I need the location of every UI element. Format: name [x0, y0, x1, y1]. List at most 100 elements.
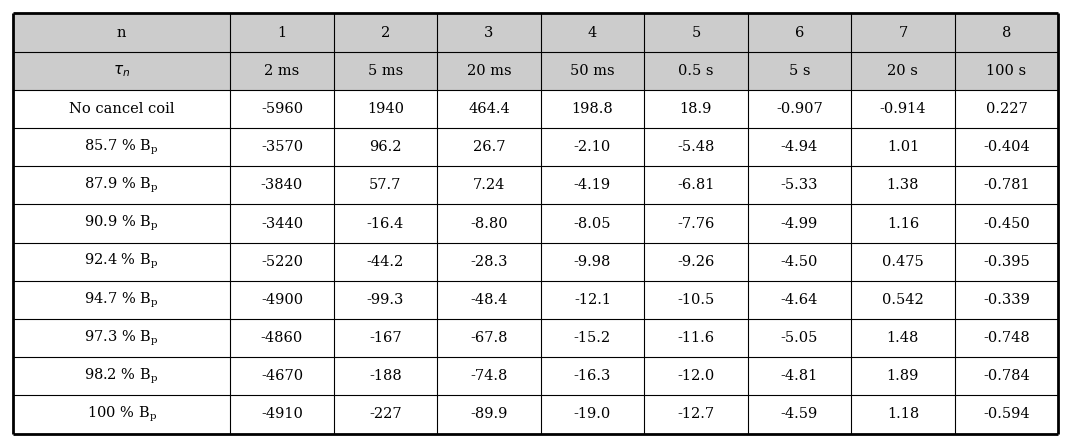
Text: -0.395: -0.395 [983, 255, 1030, 269]
Bar [851, 128, 954, 166]
Bar [230, 319, 334, 357]
Bar [644, 166, 748, 204]
Bar [541, 281, 644, 319]
Bar [748, 90, 851, 128]
Bar [644, 281, 748, 319]
Text: -8.05: -8.05 [574, 216, 612, 231]
Bar [334, 357, 437, 396]
Text: -4910: -4910 [261, 408, 303, 422]
Bar [334, 243, 437, 281]
Bar [334, 396, 437, 434]
Bar [541, 166, 644, 204]
Text: 100 % B$_\mathregular{p}$: 100 % B$_\mathregular{p}$ [87, 405, 156, 424]
Text: 0.5 s: 0.5 s [678, 64, 713, 78]
Text: 1.89: 1.89 [887, 369, 919, 383]
Text: -0.339: -0.339 [983, 293, 1030, 307]
Bar [541, 319, 644, 357]
Bar [851, 357, 954, 396]
Bar [644, 243, 748, 281]
Text: -12.7: -12.7 [677, 408, 714, 422]
Bar [851, 281, 954, 319]
Text: 5 s: 5 s [788, 64, 810, 78]
Text: -44.2: -44.2 [366, 255, 404, 269]
Text: -3840: -3840 [261, 178, 303, 192]
Bar [851, 166, 954, 204]
Bar [230, 13, 334, 51]
Bar [230, 396, 334, 434]
Text: -7.76: -7.76 [677, 216, 714, 231]
Text: -16.4: -16.4 [366, 216, 404, 231]
Bar [851, 51, 954, 90]
Bar [748, 319, 851, 357]
Text: -4.99: -4.99 [781, 216, 818, 231]
Text: 5: 5 [691, 25, 700, 39]
Bar [13, 13, 230, 51]
Bar [644, 204, 748, 243]
Text: 1: 1 [277, 25, 287, 39]
Text: -48.4: -48.4 [470, 293, 508, 307]
Bar [748, 281, 851, 319]
Text: 2 ms: 2 ms [265, 64, 300, 78]
Text: -0.404: -0.404 [983, 140, 1030, 154]
Bar [437, 319, 541, 357]
Bar [334, 13, 437, 51]
Text: -167: -167 [369, 331, 402, 345]
Bar [334, 166, 437, 204]
Text: -4860: -4860 [261, 331, 303, 345]
Bar [954, 243, 1058, 281]
Bar [437, 51, 541, 90]
Text: -9.98: -9.98 [574, 255, 612, 269]
Text: 50 ms: 50 ms [570, 64, 615, 78]
Text: 87.9 % B$_\mathregular{p}$: 87.9 % B$_\mathregular{p}$ [85, 176, 159, 195]
Bar [954, 51, 1058, 90]
Bar [748, 243, 851, 281]
Bar [334, 319, 437, 357]
Text: -4670: -4670 [261, 369, 303, 383]
Text: 198.8: 198.8 [572, 102, 614, 116]
Text: -4.81: -4.81 [781, 369, 818, 383]
Text: -0.594: -0.594 [983, 408, 1029, 422]
Bar [437, 90, 541, 128]
Text: 98.2 % B$_\mathregular{p}$: 98.2 % B$_\mathregular{p}$ [85, 367, 159, 386]
Bar [851, 204, 954, 243]
Text: 0.542: 0.542 [883, 293, 924, 307]
Bar [851, 243, 954, 281]
Text: 20 s: 20 s [888, 64, 918, 78]
Text: -4.59: -4.59 [781, 408, 818, 422]
Bar [541, 13, 644, 51]
Text: -0.914: -0.914 [879, 102, 926, 116]
Bar [437, 243, 541, 281]
Bar [851, 319, 954, 357]
Bar [334, 281, 437, 319]
Text: 1.16: 1.16 [887, 216, 919, 231]
Bar [541, 396, 644, 434]
Bar [851, 90, 954, 128]
Text: -4.94: -4.94 [781, 140, 818, 154]
Bar [13, 281, 230, 319]
Text: $\tau_n$: $\tau_n$ [112, 63, 130, 79]
Bar [230, 166, 334, 204]
Bar [437, 396, 541, 434]
Text: 94.7 % B$_\mathregular{p}$: 94.7 % B$_\mathregular{p}$ [85, 290, 159, 310]
Bar [748, 51, 851, 90]
Text: -12.0: -12.0 [677, 369, 714, 383]
Text: -9.26: -9.26 [677, 255, 714, 269]
Bar [541, 51, 644, 90]
Text: -0.907: -0.907 [776, 102, 823, 116]
Bar [954, 90, 1058, 128]
Bar [954, 281, 1058, 319]
Text: 1940: 1940 [367, 102, 404, 116]
Bar [748, 396, 851, 434]
Text: 26.7: 26.7 [472, 140, 506, 154]
Text: -89.9: -89.9 [470, 408, 508, 422]
Bar [13, 128, 230, 166]
Text: 7.24: 7.24 [472, 178, 506, 192]
Text: 1.38: 1.38 [887, 178, 919, 192]
Text: -5.48: -5.48 [677, 140, 714, 154]
Bar [644, 90, 748, 128]
Bar [334, 204, 437, 243]
Bar [437, 204, 541, 243]
Bar [230, 204, 334, 243]
Text: -4900: -4900 [261, 293, 303, 307]
Text: -4.64: -4.64 [781, 293, 818, 307]
